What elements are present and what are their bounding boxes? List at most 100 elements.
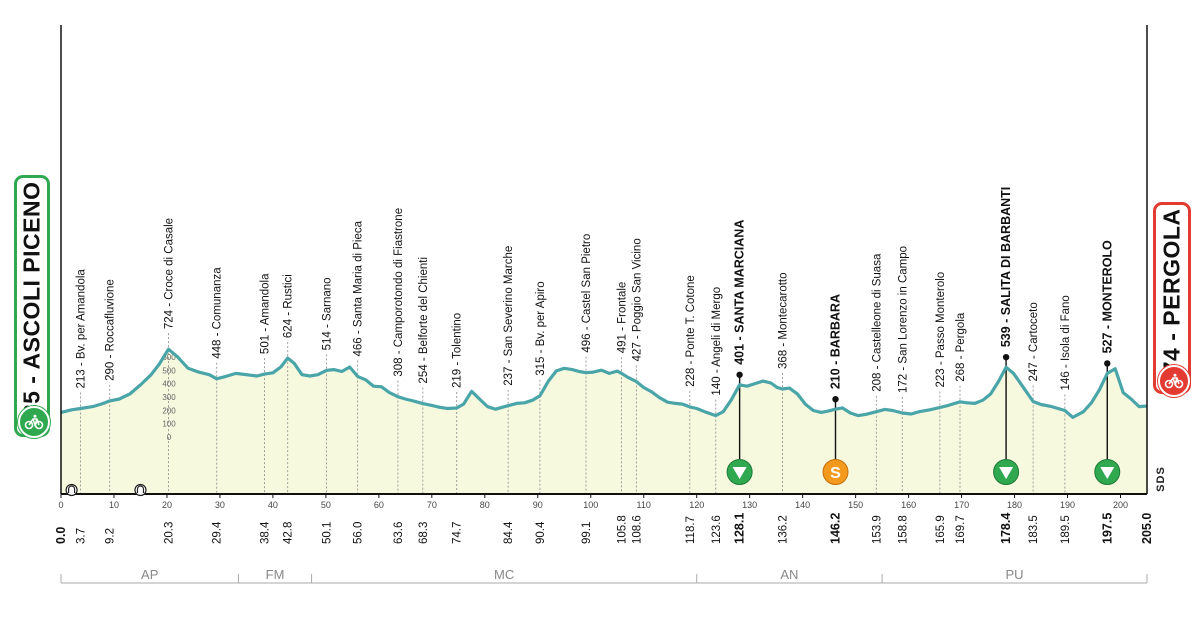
place-km-label: 158.8 — [897, 515, 909, 544]
distance-tick-label: 110 — [637, 500, 651, 510]
place-label: 448 - Comunanza — [212, 267, 224, 359]
summit-dot — [832, 395, 839, 403]
place-km-label: 136.2 — [778, 515, 790, 544]
place-km-label: 29.4 — [212, 521, 224, 544]
summit-dot — [1104, 360, 1111, 367]
place-label: 223 - Passo Monterolo — [935, 272, 947, 388]
place-km-label: 0.0 — [54, 527, 68, 544]
place-label: 219 - Tolentino — [452, 313, 464, 388]
distance-tick-label: 160 — [901, 500, 916, 510]
place-km-label: 146.2 — [829, 513, 843, 544]
place-label: 254 - Belforte del Chienti — [418, 257, 430, 384]
place-km-label: 38.4 — [259, 521, 271, 544]
altitude-tick-label: 400 — [162, 380, 176, 389]
sprint-label: S — [830, 465, 841, 482]
place-km-label: 50.1 — [321, 522, 333, 544]
place-label: 368 - Montecarotto — [778, 272, 790, 369]
place-km-label: 90.4 — [535, 521, 547, 544]
profile-area-fill — [61, 349, 1147, 494]
place-km-label: 183.5 — [1028, 515, 1040, 544]
province-label: AP — [141, 567, 158, 582]
place-label: 228 - Ponte T. Cotone — [685, 275, 697, 387]
place-label: 501 - Amandola — [259, 273, 271, 354]
altitude-tick-label: 600 — [162, 353, 176, 362]
distance-tick-label: 70 — [427, 500, 437, 510]
place-label: 308 - Camporotondo di Fiastrone — [393, 208, 405, 377]
place-label: 624 - Rustici — [283, 274, 295, 338]
place-km-label: 118.7 — [685, 516, 697, 544]
place-km-label: 3.7 — [76, 528, 88, 544]
altitude-tick-label: 100 — [162, 420, 176, 429]
place-label: 491 - Frontale — [616, 282, 628, 354]
altitude-tick-label: 200 — [162, 406, 176, 415]
distance-tick-label: 80 — [480, 500, 490, 510]
triangle-down-icon — [999, 467, 1014, 479]
altitude-tick-label: 300 — [162, 393, 176, 402]
distance-tick-label: 60 — [374, 500, 384, 510]
place-label: 172 - San Lorenzo in Campo — [897, 246, 909, 393]
place-km-label: 205.0 — [1140, 513, 1154, 544]
place-km-label: 63.6 — [393, 522, 405, 544]
finish-town-text: 274 - PERGOLA — [1158, 208, 1185, 388]
place-label: 237 - San Severino Marche — [503, 246, 515, 386]
distance-tick-label: 40 — [268, 500, 278, 510]
place-label: 213 - Bv. per Amandola — [76, 269, 88, 389]
place-km-label: 105.8 — [616, 515, 628, 544]
distance-tick-label: 0 — [58, 500, 63, 510]
place-km-label: 42.8 — [283, 522, 295, 544]
place-km-label: 74.7 — [452, 522, 464, 544]
distance-tick-label: 190 — [1060, 500, 1075, 510]
place-label: 290 - Roccafluvione — [105, 279, 117, 381]
place-label: 514 - Sarnano — [321, 277, 333, 350]
province-label: AN — [780, 567, 798, 582]
summit-dot — [736, 371, 743, 378]
distance-tick-label: 50 — [321, 500, 331, 510]
triangle-down-icon — [1100, 467, 1115, 479]
sprint-marker — [822, 459, 849, 485]
province-label: MC — [494, 567, 514, 582]
distance-tick-label: 120 — [689, 500, 704, 510]
distance-tick-label: 170 — [954, 500, 969, 510]
distance-tick-label: 130 — [742, 500, 757, 510]
place-km-label: 189.5 — [1060, 515, 1072, 544]
place-label: 539 - SALITA DI BARBANTI — [999, 187, 1013, 347]
start-town-label: 185 - ASCOLI PICENO — [14, 175, 50, 437]
distance-tick-label: 100 — [583, 500, 598, 510]
distance-tick-label: 200 — [1113, 500, 1128, 510]
sds-logo: SDS — [1155, 466, 1167, 492]
place-label: 401 - SANTA MARCIANA — [733, 220, 747, 365]
place-km-label: 20.3 — [164, 522, 176, 544]
place-label: 140 - Angeli di Mergo — [711, 287, 723, 396]
place-label: 268 - Pergola — [955, 312, 967, 382]
place-km-label: 68.3 — [418, 522, 430, 544]
place-label: 496 - Castel San Pietro — [581, 234, 593, 353]
tunnel-arch — [67, 485, 76, 493]
distance-tick-label: 30 — [215, 500, 225, 510]
province-label: FM — [266, 567, 285, 582]
place-km-label: 197.5 — [1100, 513, 1114, 544]
place-label: 724 - Croce di Casale — [164, 218, 176, 329]
distance-tick-label: 10 — [109, 500, 119, 510]
place-label: 210 - BARBARA — [829, 294, 843, 389]
place-label: 247 - Cartoceto — [1028, 302, 1040, 381]
place-km-label: 169.7 — [955, 515, 967, 544]
place-km-label: 153.9 — [871, 515, 883, 544]
summit-dot — [1002, 353, 1010, 361]
place-km-label: 165.9 — [935, 515, 947, 544]
start-town-text: 185 - ASCOLI PICENO — [18, 181, 45, 431]
place-km-label: 99.1 — [581, 522, 593, 544]
distance-tick-label: 150 — [848, 500, 863, 510]
bicycle-icon — [18, 406, 50, 438]
distance-tick-label: 140 — [795, 500, 810, 510]
place-km-label: 9.2 — [105, 528, 117, 544]
place-label: 315 - Bv. per Apiro — [535, 281, 547, 375]
profile-line — [60, 347, 1148, 419]
place-km-label: 56.0 — [353, 522, 365, 544]
distance-tick-label: 90 — [533, 500, 543, 510]
place-km-label: 123.6 — [711, 515, 723, 544]
tunnel-arch — [136, 485, 145, 493]
place-label: 146 - Isola di Fano — [1060, 295, 1072, 390]
altitude-tick-label: 0 — [167, 433, 172, 442]
distance-tick-label: 180 — [1007, 500, 1022, 510]
